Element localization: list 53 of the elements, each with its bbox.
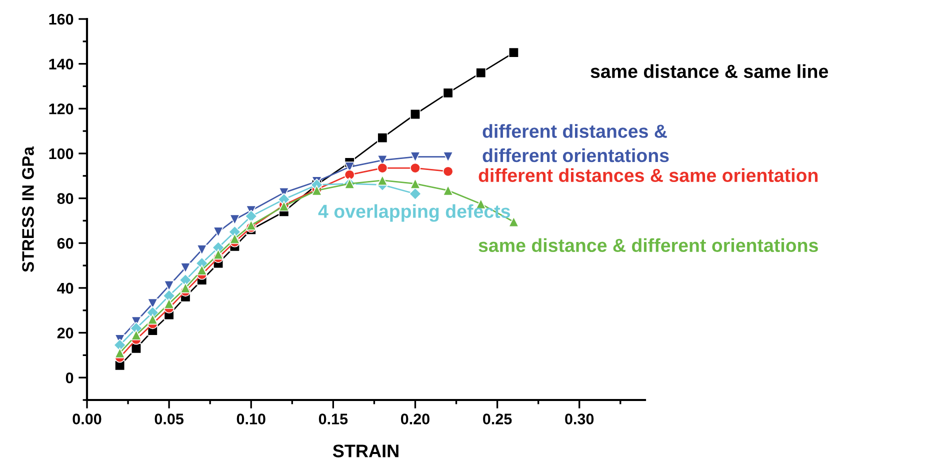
point — [229, 233, 240, 244]
y-tick-label: 80 — [57, 193, 74, 204]
point — [130, 330, 142, 340]
y-tick-label: 20 — [57, 328, 74, 338]
point — [246, 220, 256, 230]
x-tick-label: 0.30 — [565, 414, 594, 424]
x-tick-label: 0.00 — [72, 414, 102, 424]
y-tick-label: 60 — [57, 238, 74, 249]
point — [442, 88, 454, 98]
point — [377, 175, 388, 186]
point — [229, 214, 240, 225]
y-tick-label: 0 — [66, 372, 74, 384]
x-tick-label: 0.10 — [236, 414, 266, 424]
point — [180, 262, 191, 274]
y-axis-title: STRESS IN GPa — [22, 146, 34, 272]
point — [377, 132, 388, 144]
y-tick-label: 160 — [49, 14, 74, 25]
point — [196, 264, 208, 276]
x-axis-title: STRAIN — [332, 444, 398, 458]
point — [213, 249, 224, 260]
point — [164, 298, 174, 309]
point — [114, 348, 126, 358]
x-tick-label: 0.05 — [154, 414, 184, 424]
point — [508, 216, 519, 228]
point — [377, 162, 388, 174]
x-tick-label: 0.15 — [318, 414, 348, 424]
y-tick-label: 140 — [49, 58, 74, 70]
point — [147, 314, 158, 325]
series-label: different distances & different orientations — [482, 124, 669, 162]
point — [196, 244, 208, 256]
point — [442, 185, 454, 196]
point — [408, 188, 422, 200]
point — [410, 178, 421, 190]
point — [410, 162, 421, 174]
point — [476, 68, 486, 78]
y-tick-label: 40 — [57, 282, 74, 294]
point — [344, 169, 355, 180]
series-label: same distance & different orientations — [478, 238, 818, 252]
x-tick-label: 0.20 — [400, 414, 430, 424]
text: same distance & same line — [590, 64, 828, 78]
point — [442, 166, 454, 177]
point — [410, 108, 421, 120]
series-label: different distances & same orientation — [478, 168, 818, 182]
point — [244, 210, 258, 223]
point — [442, 152, 454, 162]
point — [213, 226, 224, 238]
point — [508, 47, 519, 58]
x-tick-label: 0.25 — [483, 414, 512, 424]
point — [180, 282, 191, 294]
point — [164, 280, 174, 291]
y-tick-label: 100 — [49, 148, 74, 160]
point — [410, 152, 421, 162]
y-tick-label: 120 — [49, 104, 74, 114]
